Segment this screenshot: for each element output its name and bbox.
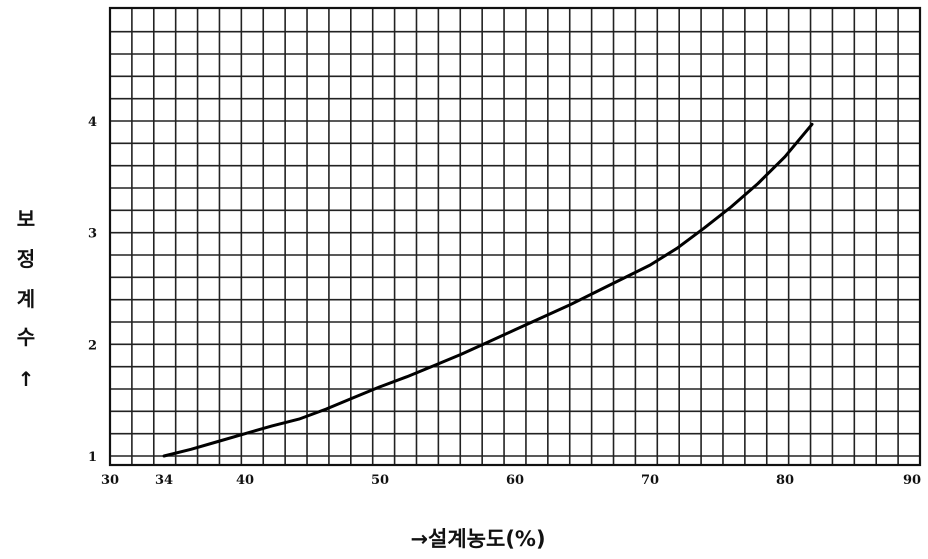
x-tick-label: 30: [101, 473, 119, 488]
x-tick-label: 90: [903, 473, 921, 488]
x-tick-label: 60: [506, 473, 524, 488]
y-axis-label-char: 계: [17, 287, 35, 311]
x-tick-label: 34: [155, 473, 173, 488]
y-tick-label: 1: [88, 450, 97, 465]
y-tick-label: 3: [88, 227, 97, 242]
y-axis-label-char: 수: [17, 325, 35, 349]
plot-frame: [108, 6, 922, 467]
x-tick-label: 80: [776, 473, 794, 488]
y-tick-label: 4: [88, 115, 97, 130]
x-tick-label: 70: [641, 473, 659, 488]
plot-border: [108, 6, 922, 467]
y-axis-label-char: 정: [17, 247, 35, 271]
y-axis-label-char: 보: [17, 207, 35, 231]
x-axis-label: →설계농도(%): [410, 527, 545, 551]
y-tick-label: 2: [88, 338, 97, 353]
grid: [110, 8, 920, 465]
correction-factor-curve: [162, 122, 814, 458]
y-tick-labels: 1 2 3 4: [88, 115, 97, 465]
y-axis-label-char: ↑: [18, 367, 35, 391]
x-tick-label: 40: [236, 473, 254, 488]
x-tick-labels: 30 34 40 50 60 70 80 90: [101, 473, 921, 488]
x-tick-label: 50: [371, 473, 389, 488]
series: [162, 122, 814, 458]
